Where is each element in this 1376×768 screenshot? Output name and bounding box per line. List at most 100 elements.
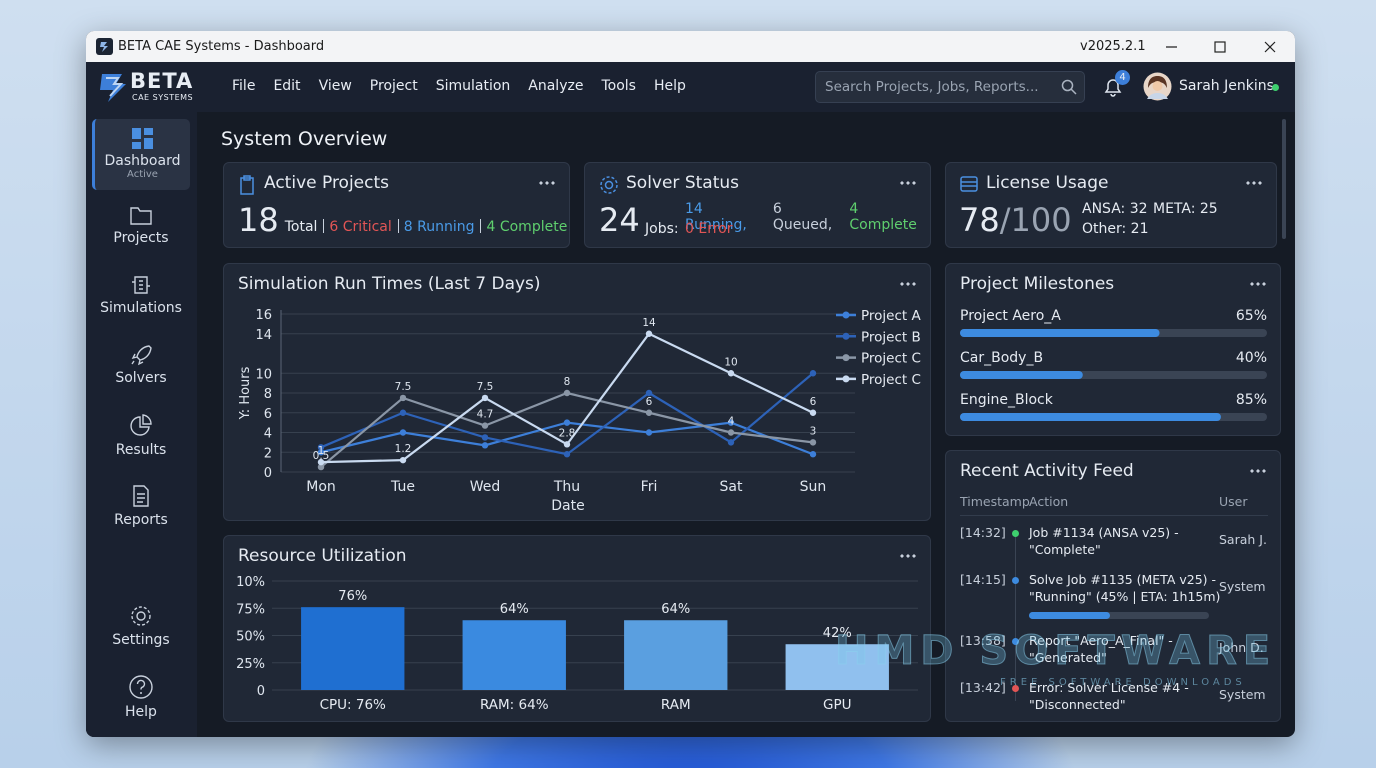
window-controls[interactable]	[1166, 39, 1286, 55]
status-dot	[1012, 577, 1019, 584]
logo-mark	[100, 74, 126, 102]
card-title: Project Milestones	[960, 274, 1115, 294]
menu-item[interactable]: View	[318, 78, 352, 94]
timeline	[1015, 531, 1016, 701]
menu-item[interactable]: Tools	[601, 78, 636, 94]
app-header: BETA CAE SYSTEMS File Edit View Project …	[86, 62, 1295, 112]
folder-icon	[130, 207, 152, 225]
nav-label: Reports	[114, 512, 168, 528]
title-bar: BETA CAE Systems - Dashboard v2025.2.1	[86, 31, 1295, 62]
ansa: ANSA: 32	[1082, 201, 1148, 217]
column-header: User	[1219, 494, 1248, 509]
card-menu[interactable]	[1250, 469, 1266, 473]
license-usage-card: License Usage 78/100 ANSA: 32 META: 25 O…	[945, 162, 1277, 248]
card-menu[interactable]	[1246, 181, 1262, 185]
total: /100	[999, 201, 1072, 239]
nav-solvers[interactable]: Solvers	[92, 344, 190, 386]
nav-simulations[interactable]: Simulations	[92, 274, 190, 316]
nav-help[interactable]: Help	[92, 674, 190, 720]
menu-item[interactable]: Edit	[273, 78, 301, 94]
sidebar: Dashboard Active Projects Simulations So…	[86, 112, 197, 737]
action-text: Error: Solver License #4 -	[1029, 680, 1189, 695]
resource-card: Resource Utilization	[223, 535, 931, 722]
action-text: "Complete"	[1029, 542, 1101, 557]
card-menu[interactable]	[900, 181, 916, 185]
nav-label: Dashboard	[104, 153, 181, 169]
app-icon	[96, 38, 113, 55]
card-title: Recent Activity Feed	[960, 461, 1134, 481]
critical: 6 Critical	[323, 219, 392, 235]
sim-icon	[132, 276, 150, 294]
milestones-card: Project Milestones	[945, 263, 1281, 436]
timestamp: [14:32]	[960, 525, 1006, 540]
count-label: Total	[284, 219, 318, 235]
user: System	[1219, 687, 1266, 702]
action-text: Job #1134 (ANSA v25) -	[1029, 525, 1179, 540]
card-title: License Usage	[986, 173, 1109, 193]
menu-bar: File Edit View Project Simulation Analyz…	[232, 78, 686, 94]
card-title: Resource Utilization	[238, 546, 407, 566]
card-menu[interactable]	[539, 181, 555, 185]
scrollbar[interactable]	[1282, 119, 1286, 239]
nav-dashboard[interactable]: Dashboard Active	[92, 119, 190, 190]
gear-icon	[600, 176, 618, 194]
nav-settings[interactable]: Settings	[92, 604, 190, 648]
server-icon	[960, 176, 978, 192]
menu-item[interactable]: Simulation	[435, 78, 511, 94]
status-dot	[1012, 638, 1019, 645]
card-title: Active Projects	[264, 173, 390, 193]
clipboard-icon	[240, 175, 254, 195]
menu-item[interactable]: Project	[369, 78, 418, 94]
nav-label: Settings	[112, 632, 170, 648]
timestamp: [14:15]	[960, 572, 1006, 587]
count: 18	[238, 201, 279, 239]
version: v2025.2.1	[1080, 39, 1146, 54]
user-name[interactable]: Sarah Jenkins	[1179, 78, 1274, 94]
pie-icon	[130, 414, 152, 436]
job-breakdown: 14 Running, 6 Queued, 4 Complete	[685, 201, 930, 233]
rocket-icon	[131, 345, 152, 366]
help-icon	[129, 675, 153, 699]
used: 78	[959, 201, 1000, 239]
search-box[interactable]: Search Projects, Jobs, Reports...	[815, 71, 1085, 103]
nav-reports[interactable]: Reports	[92, 484, 190, 528]
nav-label: Projects	[113, 230, 169, 246]
active-projects-card: Active Projects 18 Total 6 Critical 8 Ru…	[223, 162, 570, 248]
card-menu[interactable]	[900, 554, 916, 558]
action-text: Report "Aero_A_Final" -	[1029, 633, 1173, 648]
user: Sarah J.	[1219, 532, 1267, 547]
run-times-card: Simulation Run Times (Last 7 Days)	[223, 263, 931, 521]
avatar[interactable]	[1143, 72, 1172, 101]
nav-label: Help	[125, 704, 157, 720]
card-menu[interactable]	[900, 282, 916, 286]
other: Other: 21	[1082, 221, 1149, 237]
count-label: Jobs:	[645, 221, 679, 237]
divider	[960, 515, 1268, 516]
logo-sub: CAE SYSTEMS	[132, 93, 194, 102]
card-title: Simulation Run Times (Last 7 Days)	[238, 274, 541, 294]
solver-status-card: Solver Status 24 Jobs: 14 Running, 6 Que…	[584, 162, 931, 248]
search-icon	[1061, 79, 1077, 95]
meta: META: 25	[1153, 201, 1218, 217]
report-icon	[133, 485, 149, 507]
menu-item[interactable]: Help	[653, 78, 686, 94]
nav-projects[interactable]: Projects	[92, 204, 190, 246]
complete: 4 Complete	[849, 201, 917, 233]
queued: 6 Queued,	[772, 201, 833, 233]
license-count: 78/100	[959, 201, 1072, 239]
error: 0 Error	[685, 221, 733, 237]
menu-item[interactable]: File	[232, 78, 256, 94]
card-menu[interactable]	[1250, 282, 1266, 286]
nav-sub: Active	[127, 169, 158, 180]
card-stats: 18 Total 6 Critical 8 Running 4 Complete	[238, 201, 567, 239]
action-text: Solve Job #1135 (META v25) -	[1029, 572, 1217, 587]
notification-bell[interactable]	[1102, 76, 1124, 98]
timestamp: [13:58]	[960, 633, 1006, 648]
column-header: Action	[1029, 494, 1069, 509]
status-dot	[1012, 685, 1019, 692]
menu-item[interactable]: Analyze	[528, 78, 584, 94]
status-dot	[1012, 530, 1019, 537]
nav-results[interactable]: Results	[92, 414, 190, 458]
card-title: Solver Status	[626, 173, 739, 193]
